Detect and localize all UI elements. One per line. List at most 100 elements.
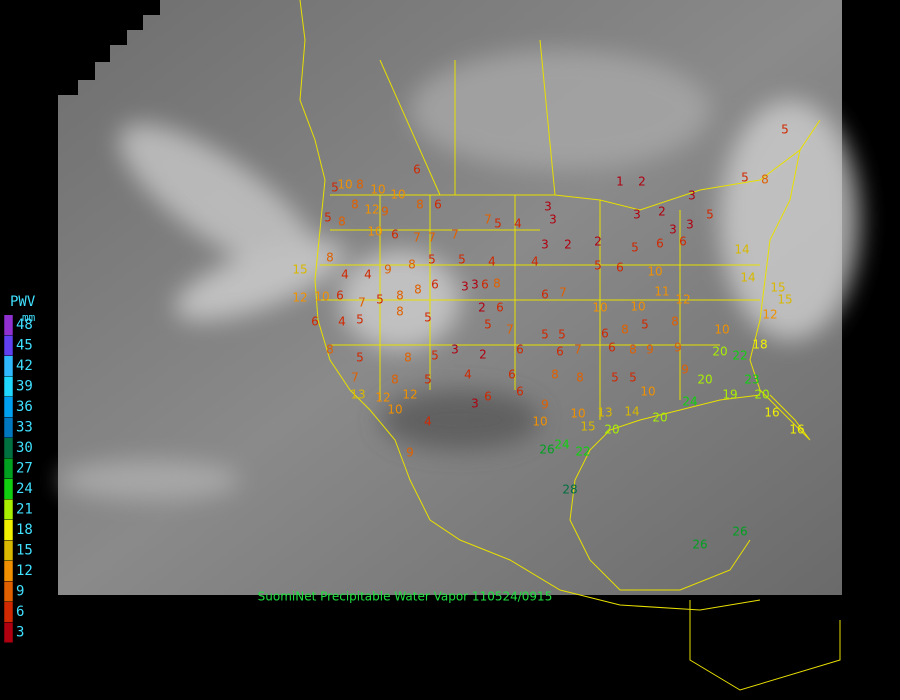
- station-value: 5: [641, 318, 649, 332]
- station-value: 4: [464, 368, 472, 382]
- station-value: 9: [681, 363, 689, 377]
- station-value: 7: [506, 323, 514, 337]
- station-value: 5: [706, 208, 714, 222]
- legend-swatch: [3, 376, 14, 397]
- station-value: 8: [629, 343, 637, 357]
- legend-label: 24: [16, 481, 33, 497]
- station-value: 5: [629, 371, 637, 385]
- station-value: 11: [654, 285, 669, 299]
- station-value: 8: [391, 373, 399, 387]
- station-value: 3: [541, 238, 549, 252]
- station-value: 8: [551, 368, 559, 382]
- station-value: 9: [406, 446, 414, 460]
- station-value: 12: [292, 291, 307, 305]
- legend: PWV mm 48 45 42 39 36 33 30 27 24 21 18 15 12 9 6 3: [3, 294, 36, 643]
- station-value: 7: [413, 231, 421, 245]
- station-value: 15: [292, 263, 307, 277]
- station-value: 2: [479, 348, 487, 362]
- station-value: 12: [364, 203, 379, 217]
- station-value: 2: [564, 238, 572, 252]
- station-value: 10: [592, 301, 607, 315]
- legend-swatch: [3, 478, 14, 500]
- legend-label: 48: [16, 317, 33, 333]
- station-value: 5: [331, 181, 339, 195]
- station-value: 6: [556, 345, 564, 359]
- station-value: 5: [424, 311, 432, 325]
- station-value: 20: [754, 388, 769, 402]
- legend-swatch: [3, 314, 14, 336]
- station-value: 3: [461, 280, 469, 294]
- satellite-image: [58, 0, 860, 595]
- station-value: 8: [351, 198, 359, 212]
- legend-label: 27: [16, 461, 33, 477]
- station-value: 9: [674, 341, 682, 355]
- station-value: 10: [370, 183, 385, 197]
- legend-swatch: [3, 355, 14, 377]
- station-value: 5: [611, 371, 619, 385]
- station-value: 5: [431, 349, 439, 363]
- station-value: 13: [597, 406, 612, 420]
- station-value: 6: [496, 301, 504, 315]
- station-value: 2: [638, 175, 646, 189]
- station-value: 28: [562, 483, 577, 497]
- station-value: 2: [594, 235, 602, 249]
- station-value: 3: [669, 223, 677, 237]
- station-value: 10: [532, 415, 547, 429]
- station-value: 26: [692, 538, 707, 552]
- station-value: 6: [679, 235, 687, 249]
- legend-label: 15: [16, 543, 33, 559]
- legend-label: 42: [16, 358, 33, 374]
- station-value: 7: [484, 213, 492, 227]
- station-value: 4: [488, 255, 496, 269]
- station-value: 10: [387, 403, 402, 417]
- legend-swatch: [3, 540, 14, 561]
- station-value: 6: [601, 327, 609, 341]
- station-value: 6: [481, 278, 489, 292]
- station-value: 20: [712, 345, 727, 359]
- legend-swatch: [3, 519, 14, 541]
- station-value: 1: [616, 175, 624, 189]
- station-value: 6: [311, 315, 319, 329]
- station-value: 3: [471, 397, 479, 411]
- station-value: 3: [686, 218, 694, 232]
- station-value: 12: [375, 391, 390, 405]
- station-value: 5: [558, 328, 566, 342]
- station-value: 5: [356, 313, 364, 327]
- legend-unit: mm: [22, 311, 36, 324]
- station-value: 24: [682, 395, 697, 409]
- station-value: 8: [671, 315, 679, 329]
- legend-swatch: [3, 499, 14, 520]
- station-value: 6: [608, 341, 616, 355]
- station-value: 5: [424, 373, 432, 387]
- station-value: 20: [652, 411, 667, 425]
- station-value: 6: [516, 343, 524, 357]
- station-value: 23: [744, 373, 759, 387]
- station-value: 5: [631, 241, 639, 255]
- station-value: 4: [424, 415, 432, 429]
- station-value: 3: [471, 278, 479, 292]
- station-value: 8: [326, 343, 334, 357]
- caption: SuomiNet Precipitable Water Vapor 110524…: [258, 590, 553, 604]
- station-value: 5: [781, 123, 789, 137]
- station-value: 8: [576, 371, 584, 385]
- legend-swatch: [3, 458, 14, 479]
- station-value: 9: [646, 343, 654, 357]
- legend-label: 33: [16, 420, 33, 436]
- station-value: 8: [326, 251, 334, 265]
- legend-swatch: [3, 560, 14, 582]
- station-value: 8: [416, 198, 424, 212]
- station-value: 20: [604, 423, 619, 437]
- station-value: 12: [762, 308, 777, 322]
- station-value: 4: [514, 217, 522, 231]
- station-value: 10: [647, 265, 662, 279]
- station-value: 9: [541, 398, 549, 412]
- station-value: 3: [544, 200, 552, 214]
- legend-label: 45: [16, 338, 33, 354]
- station-value: 10: [314, 290, 329, 304]
- station-value: 15: [770, 281, 785, 295]
- legend-swatch: [3, 581, 14, 602]
- station-value: 3: [549, 213, 557, 227]
- legend-title: PWV: [10, 294, 36, 310]
- station-value: 7: [428, 231, 436, 245]
